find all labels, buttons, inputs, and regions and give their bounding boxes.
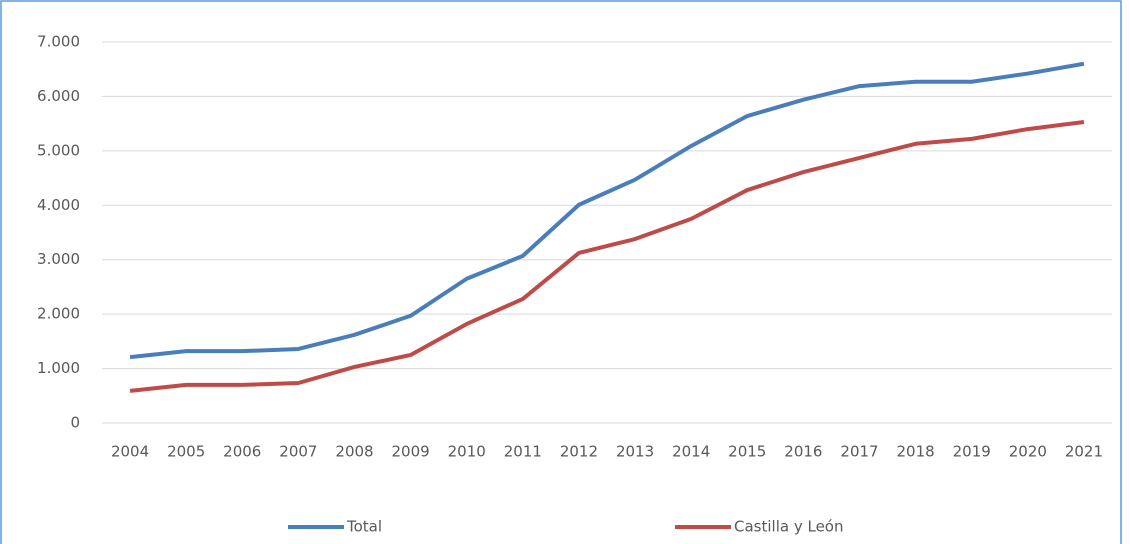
legend-label: Castilla y León	[734, 518, 843, 536]
x-tick-label: 2020	[1009, 443, 1047, 461]
line-series	[129, 120, 1085, 393]
legend-label: Total	[346, 518, 382, 536]
y-tick-label: 2.000	[37, 305, 80, 323]
x-tick-label: 2017	[840, 443, 878, 461]
x-tick-label: 2021	[1065, 443, 1103, 461]
line-series	[129, 61, 1085, 360]
x-tick-label: 2010	[448, 443, 486, 461]
y-tick-label: 7.000	[37, 33, 80, 51]
x-tick-label: 2014	[672, 443, 710, 461]
x-tick-label: 2007	[279, 443, 317, 461]
y-tick-label: 3.000	[37, 250, 80, 268]
x-tick-label: 2019	[953, 443, 991, 461]
x-tick-label: 2008	[335, 443, 373, 461]
x-tick-label: 2016	[784, 443, 822, 461]
x-tick-label: 2011	[504, 443, 542, 461]
x-tick-label: 2005	[167, 443, 205, 461]
x-tick-label: 2015	[728, 443, 766, 461]
y-tick-label: 0	[70, 414, 80, 432]
y-tick-label: 1.000	[37, 359, 80, 377]
y-tick-label: 5.000	[37, 141, 80, 159]
x-tick-label: 2009	[392, 443, 430, 461]
x-tick-label: 2018	[897, 443, 935, 461]
x-tick-label: 2006	[223, 443, 261, 461]
y-tick-label: 4.000	[37, 196, 80, 214]
x-tick-label: 2013	[616, 443, 654, 461]
x-tick-label: 2004	[111, 443, 149, 461]
x-tick-label: 2012	[560, 443, 598, 461]
y-tick-label: 6.000	[37, 87, 80, 105]
